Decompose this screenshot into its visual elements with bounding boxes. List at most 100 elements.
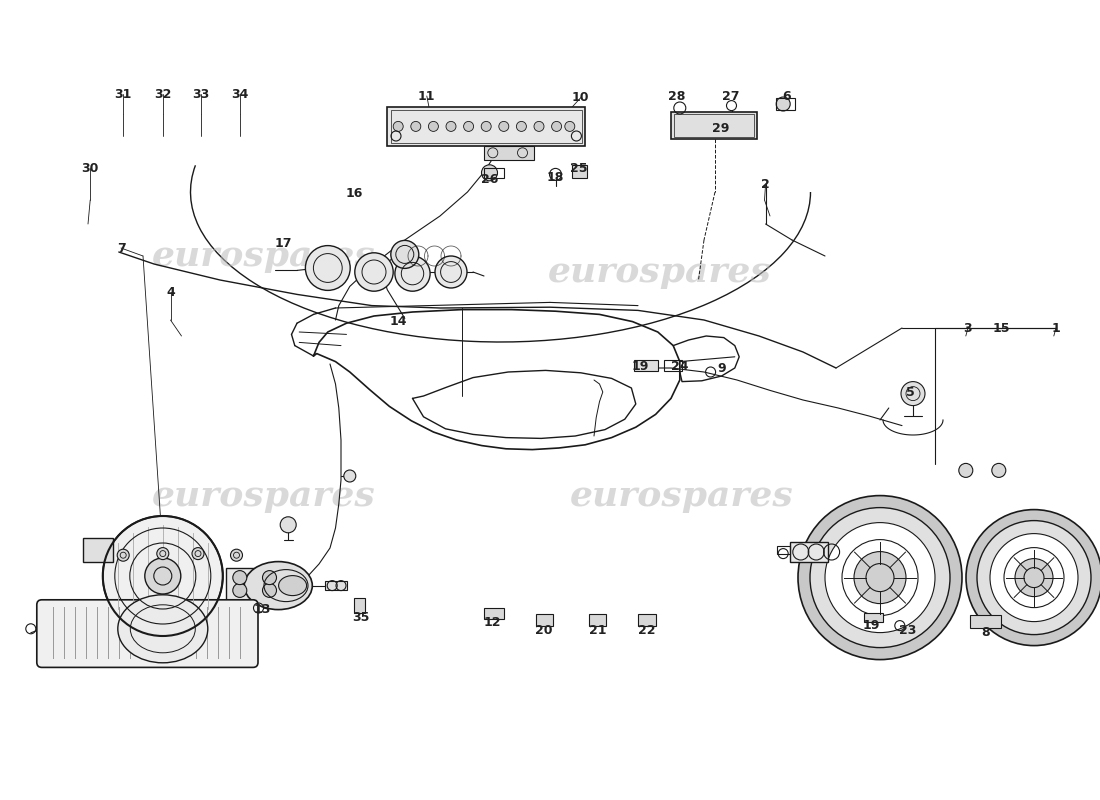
Text: 21: 21 [588, 624, 606, 637]
Bar [324, 581, 346, 590]
Bar [634, 360, 658, 371]
Bar [484, 146, 534, 160]
Text: 35: 35 [352, 611, 370, 624]
Text: eurospares: eurospares [570, 479, 794, 513]
Circle shape [233, 583, 246, 598]
Text: 19: 19 [631, 360, 649, 373]
Circle shape [263, 583, 276, 598]
Text: 8: 8 [981, 626, 990, 638]
Text: eurospares: eurospares [152, 479, 376, 513]
Bar [970, 615, 1001, 628]
Circle shape [551, 122, 562, 131]
Circle shape [992, 463, 1005, 478]
FancyBboxPatch shape [36, 600, 258, 667]
Bar [777, 546, 790, 554]
Text: 1: 1 [1052, 322, 1060, 334]
Text: 6: 6 [782, 90, 791, 102]
Text: 3: 3 [964, 322, 972, 334]
Bar [671, 112, 757, 139]
Circle shape [393, 122, 404, 131]
Circle shape [825, 522, 935, 633]
Circle shape [157, 547, 168, 560]
Text: 31: 31 [114, 88, 132, 101]
Text: 22: 22 [638, 624, 656, 637]
Circle shape [990, 534, 1078, 622]
Bar [226, 568, 280, 602]
Bar [638, 614, 656, 626]
Text: 19: 19 [862, 619, 880, 632]
Circle shape [118, 549, 129, 562]
Circle shape [777, 97, 790, 111]
Text: 13: 13 [253, 603, 271, 616]
Text: 20: 20 [535, 624, 552, 637]
Circle shape [428, 122, 439, 131]
Text: 28: 28 [668, 90, 685, 102]
Text: 14: 14 [389, 315, 407, 328]
Text: 34: 34 [231, 88, 249, 101]
Text: 30: 30 [81, 162, 99, 174]
Circle shape [434, 256, 468, 288]
Circle shape [798, 495, 962, 659]
Bar [354, 598, 365, 613]
Circle shape [233, 570, 246, 585]
Text: 17: 17 [275, 237, 293, 250]
Ellipse shape [118, 595, 208, 662]
Circle shape [564, 122, 575, 131]
Circle shape [410, 122, 421, 131]
Bar [82, 538, 113, 562]
Text: eurospares: eurospares [548, 255, 772, 289]
Text: 5: 5 [906, 386, 915, 398]
Text: 24: 24 [671, 360, 689, 373]
Bar [387, 107, 585, 146]
Ellipse shape [244, 562, 312, 610]
Bar [664, 360, 682, 371]
Text: 26: 26 [481, 173, 498, 186]
Circle shape [280, 517, 296, 533]
Circle shape [977, 521, 1091, 634]
Circle shape [481, 122, 492, 131]
Circle shape [145, 558, 180, 594]
Bar [572, 165, 587, 178]
Circle shape [231, 549, 242, 562]
Text: eurospares: eurospares [152, 239, 376, 273]
Circle shape [355, 253, 393, 291]
Circle shape [463, 122, 474, 131]
Circle shape [516, 122, 527, 131]
Circle shape [901, 382, 925, 406]
Circle shape [390, 240, 419, 269]
Text: 10: 10 [572, 91, 590, 104]
Bar [536, 614, 553, 626]
Circle shape [102, 516, 223, 636]
Bar [588, 614, 606, 626]
Text: 7: 7 [117, 242, 125, 254]
Text: 9: 9 [717, 362, 726, 374]
Circle shape [498, 122, 509, 131]
Bar [864, 613, 883, 622]
Bar [790, 542, 828, 562]
Text: 27: 27 [722, 90, 739, 102]
Text: 23: 23 [899, 624, 916, 637]
Bar [484, 608, 504, 619]
Bar [484, 168, 504, 178]
Circle shape [395, 256, 430, 291]
Text: 32: 32 [154, 88, 172, 101]
Text: 25: 25 [570, 162, 587, 174]
Text: 33: 33 [192, 88, 210, 101]
Circle shape [482, 165, 497, 181]
Bar [674, 114, 754, 137]
Bar [390, 110, 582, 143]
Circle shape [306, 246, 350, 290]
Text: 4: 4 [166, 286, 175, 298]
Circle shape [1015, 558, 1053, 597]
Circle shape [344, 470, 355, 482]
Ellipse shape [278, 576, 307, 595]
Circle shape [263, 570, 276, 585]
Text: 16: 16 [345, 187, 363, 200]
Text: 15: 15 [992, 322, 1010, 334]
Circle shape [446, 122, 456, 131]
Text: 29: 29 [712, 122, 729, 134]
Bar [776, 98, 795, 110]
Circle shape [192, 547, 204, 560]
Text: 12: 12 [484, 616, 502, 629]
Circle shape [534, 122, 544, 131]
